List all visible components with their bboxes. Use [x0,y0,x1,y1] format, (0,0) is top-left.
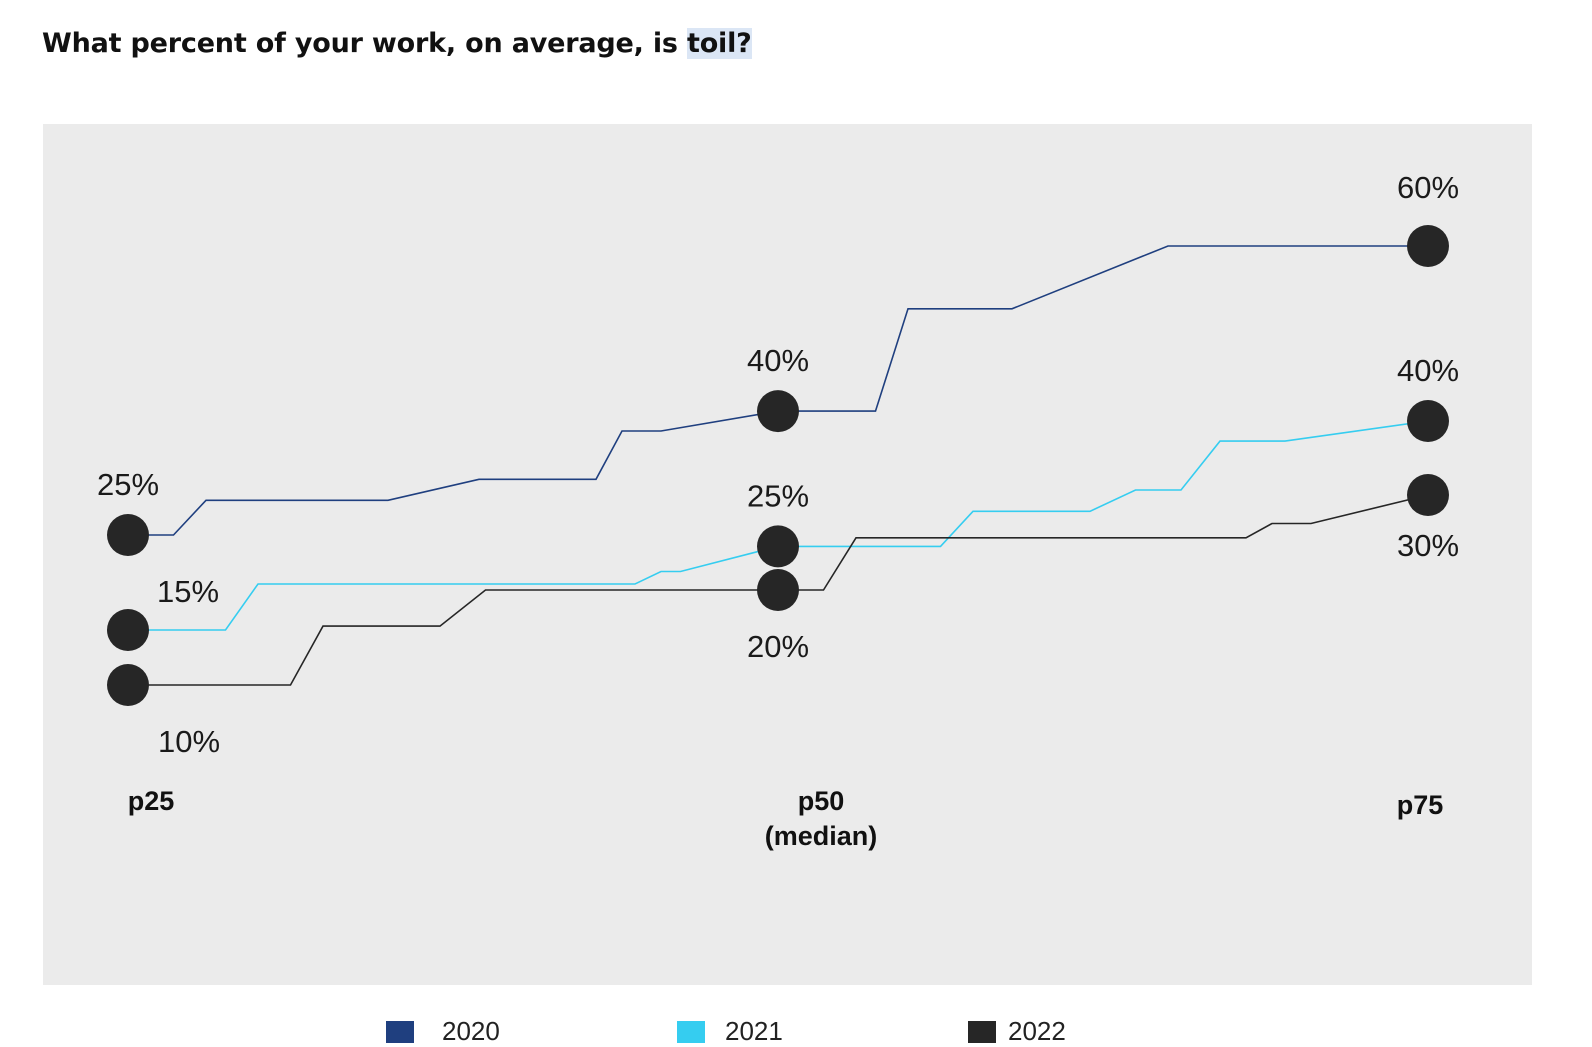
chart-panel: 25% 40% 60% 15% 25% 40% 10% 20% 30% p25 p50 (median… [43,124,1532,1046]
data-point-2020-2 [1407,225,1449,267]
page-title: What percent of your work, on average, i… [42,28,752,59]
value-label-2021-0: 15% [157,574,219,609]
legend-item-2022: 2022 [968,1016,1066,1047]
legend-item-2021: 2021 [677,1016,783,1047]
legend-item-2020: 2020 [386,1016,500,1047]
legend-label-2021: 2021 [725,1016,783,1046]
data-point-2020-1 [757,390,799,433]
legend-swatch-2021 [677,1020,705,1043]
value-labels: 25% 40% 60% 15% 25% 40% 10% 20% 30% [97,170,1459,759]
legend-swatch-2020 [386,1020,414,1043]
data-point-2021-2 [1407,400,1449,442]
legend-label-2022: 2022 [1008,1016,1066,1046]
legend-swatch-2022 [968,1020,996,1043]
category-labels: p25 p50 (median) p75 [128,786,1444,851]
series-lines [128,245,1429,686]
value-label-2020-2: 60% [1397,170,1459,205]
value-label-2022-2: 30% [1397,528,1459,563]
title-highlighted-term: toil? [687,28,752,59]
data-point-2021-1 [757,525,799,568]
series-markers [107,225,1449,706]
data-point-2022-0 [107,664,149,706]
value-label-2020-0: 25% [97,467,159,502]
category-label-1: p50 (median) [765,786,878,851]
chart-plot: 25% 40% 60% 15% 25% 40% 10% 20% 30% p25 p50 (median… [97,170,1459,851]
data-point-2022-2 [1407,474,1449,516]
value-label-2021-1: 25% [747,478,809,513]
data-point-2020-0 [107,514,149,556]
value-label-2020-1: 40% [747,343,809,378]
title-prefix: What percent of your work, on average, i… [42,28,687,59]
legend-label-2020: 2020 [442,1016,500,1046]
value-label-2022-1: 20% [747,629,809,664]
data-point-2022-1 [757,569,799,611]
data-point-2021-0 [107,609,149,651]
value-label-2022-0: 10% [158,724,220,759]
value-label-2021-2: 40% [1397,353,1459,388]
category-label-2: p75 [1397,790,1444,820]
category-label-0: p25 [128,786,175,816]
